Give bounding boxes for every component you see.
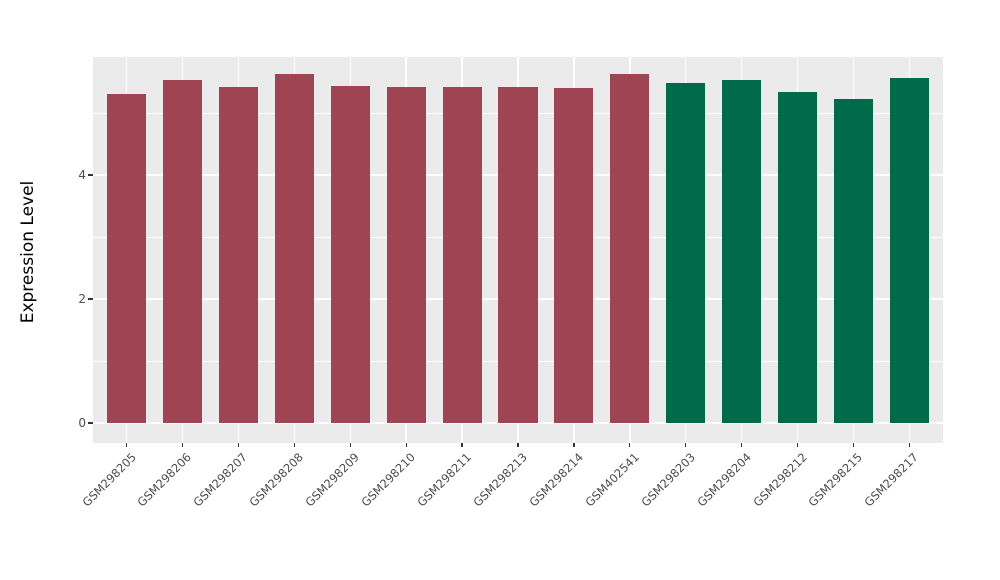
bar-GSM298207 bbox=[218, 86, 258, 423]
x-tick-label: GSM298210 bbox=[358, 450, 419, 510]
bar-GSM298214 bbox=[554, 88, 594, 423]
x-tick-mark bbox=[349, 443, 351, 447]
x-tick-mark bbox=[908, 443, 911, 447]
x-tick-label: GSM298206 bbox=[134, 450, 195, 510]
x-tick-label: GSM298208 bbox=[246, 450, 307, 510]
x-tick-label: GSM298214 bbox=[526, 450, 586, 510]
bar-GSM298205 bbox=[106, 93, 147, 423]
x-tick-mark bbox=[405, 443, 407, 447]
bar-GSM298208 bbox=[274, 73, 314, 423]
bar-GSM402541 bbox=[610, 73, 650, 423]
bar-GSM298204 bbox=[722, 79, 762, 423]
x-tick-mark bbox=[125, 443, 128, 447]
x-tick-mark bbox=[852, 443, 855, 447]
bar-GSM298217 bbox=[889, 78, 930, 423]
x-tick-mark bbox=[237, 443, 239, 447]
y-axis-title: Expression Level bbox=[18, 180, 38, 324]
bar-GSM298206 bbox=[162, 80, 203, 423]
x-tick-label: GSM298209 bbox=[302, 450, 363, 510]
x-tick-label: GSM298205 bbox=[79, 450, 139, 510]
x-tick-mark bbox=[181, 443, 184, 447]
bar-GSM298210 bbox=[386, 86, 426, 423]
x-tick-mark bbox=[293, 443, 295, 447]
y-tick-label: 4 bbox=[78, 168, 86, 182]
x-tick-label: GSM298213 bbox=[470, 450, 530, 510]
bar-GSM298212 bbox=[778, 91, 818, 423]
x-tick-label: GSM298203 bbox=[638, 450, 698, 510]
y-tick-mark bbox=[88, 174, 93, 176]
bar-GSM298209 bbox=[330, 85, 370, 423]
x-tick-mark bbox=[573, 443, 575, 447]
bar-GSM298213 bbox=[498, 86, 538, 423]
x-tick-label: GSM298207 bbox=[190, 450, 251, 510]
x-tick-mark bbox=[797, 443, 799, 447]
x-tick-mark bbox=[461, 443, 463, 447]
x-tick-label: GSM298212 bbox=[750, 450, 810, 510]
bar-GSM298215 bbox=[833, 98, 874, 423]
y-tick-label: 2 bbox=[78, 292, 86, 306]
y-tick-mark bbox=[88, 298, 93, 300]
x-tick-mark bbox=[741, 443, 743, 447]
bar-GSM298203 bbox=[666, 83, 706, 423]
x-tick-label: GSM298211 bbox=[414, 450, 474, 510]
x-tick-mark bbox=[629, 443, 631, 447]
plot-panel bbox=[93, 57, 943, 443]
bar-GSM298211 bbox=[442, 86, 482, 423]
x-tick-label: GSM298215 bbox=[806, 450, 866, 510]
x-tick-label: GSM402541 bbox=[582, 450, 642, 510]
y-tick-label: 0 bbox=[78, 416, 86, 430]
x-tick-mark bbox=[685, 443, 687, 447]
x-tick-mark bbox=[517, 443, 519, 447]
y-tick-mark bbox=[88, 422, 93, 424]
x-tick-label: GSM298217 bbox=[861, 450, 922, 510]
x-tick-label: GSM298204 bbox=[694, 450, 754, 510]
